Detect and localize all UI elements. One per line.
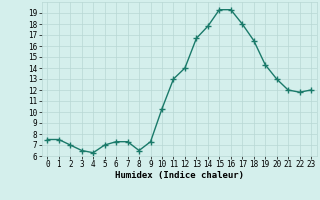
X-axis label: Humidex (Indice chaleur): Humidex (Indice chaleur) [115, 171, 244, 180]
